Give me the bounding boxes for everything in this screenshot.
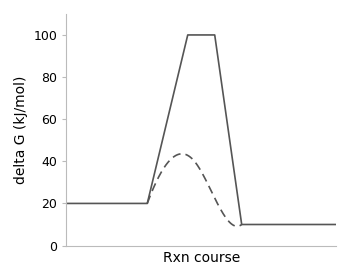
Y-axis label: delta G (kJ/mol): delta G (kJ/mol) xyxy=(14,76,28,184)
X-axis label: Rxn course: Rxn course xyxy=(163,251,240,265)
